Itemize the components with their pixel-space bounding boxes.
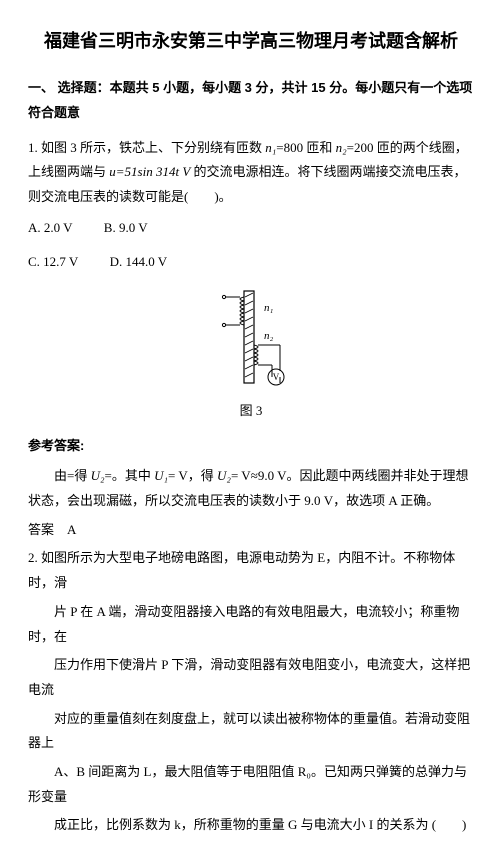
q2-line2: 片 P 在 A 端，滑动变阻器接入电路的有效电阻最大，电流较小；称重物时，在 (28, 600, 474, 649)
answer-heading: 参考答案: (28, 434, 474, 459)
final-label: 答案 (28, 522, 54, 537)
q1-figure: V n₁ n₂ (28, 285, 474, 395)
q1-figure-caption: 图 3 (28, 399, 474, 424)
q1-explanation: 由=得 U₂=。其中 U₁= V，得 U₂= V≈9.0 V。因此题中两线圈并非… (28, 464, 474, 513)
q1-options-row2: C. 12.7 V D. 144.0 V (28, 250, 474, 275)
q2-line5: A、B 间距离为 L，最大阻值等于电阻阻值 R₀。已知两只弹簧的总弹力与形变量 (28, 760, 474, 809)
expl-a: 由=得 (54, 468, 91, 483)
question-1: 1. 如图 3 所示，铁芯上、下分别绕有匝数 n₁=800 匝和 n₂=200 … (28, 136, 474, 210)
q1-option-a: A. 2.0 V (28, 216, 73, 241)
expl-c: =。其中 (105, 468, 155, 483)
fig-n1-label: n₁ (264, 302, 274, 314)
question-2-body: 片 P 在 A 端，滑动变阻器接入电路的有效电阻最大，电流较小；称重物时，在 压… (28, 600, 474, 838)
q1-uexpr: u=51sin 314t V (109, 164, 190, 179)
q2-line3: 压力作用下使滑片 P 下滑，滑动变阻器有效电阻变小，电流变大，这样把电流 (28, 653, 474, 702)
q1-text-a: 如图 3 所示，铁芯上、下分别绕有匝数 (41, 140, 265, 155)
expl-u2b: U₂ (217, 468, 231, 483)
final-value: A (67, 522, 76, 537)
q1-eq1: =800 匝和 (276, 140, 335, 155)
doc-title: 福建省三明市永安第三中学高三物理月考试题含解析 (28, 24, 474, 58)
question-2-line1: 2. 如图所示为大型电子地磅电路图，电源电动势为 E，内阻不计。不称物体时，滑 (28, 546, 474, 595)
q1-options-row1: A. 2.0 V B. 9.0 V (28, 216, 474, 241)
q2-number: 2. (28, 550, 38, 565)
expl-e: = V，得 (168, 468, 217, 483)
q1-final-answer: 答案 A (28, 518, 474, 543)
q1-number: 1. (28, 140, 38, 155)
q1-option-c: C. 12.7 V (28, 250, 78, 275)
q1-option-d: D. 144.0 V (110, 250, 168, 275)
expl-u1: U₁ (154, 468, 168, 483)
q2-line4: 对应的重量值刻在刻度盘上，就可以读出被称物体的重量值。若滑动变阻器上 (28, 707, 474, 756)
q2-line6: 成正比，比例系数为 k，所称重物的重量 G 与电流大小 I 的关系为 ( ) (28, 813, 474, 838)
q1-n1: n₁ (265, 140, 276, 155)
fig-n2-label: n₂ (264, 330, 274, 342)
q1-option-b: B. 9.0 V (104, 216, 148, 241)
voltmeter-label: V (273, 372, 280, 382)
section-1-heading: 一、 选择题：本题共 5 小题，每小题 3 分，共计 15 分。每小题只有一个选… (28, 76, 474, 125)
q1-n2: n₂ (336, 140, 347, 155)
expl-u2a: U₂ (91, 468, 105, 483)
q2-lead: 如图所示为大型电子地磅电路图，电源电动势为 E，内阻不计。不称物体时，滑 (28, 550, 455, 590)
